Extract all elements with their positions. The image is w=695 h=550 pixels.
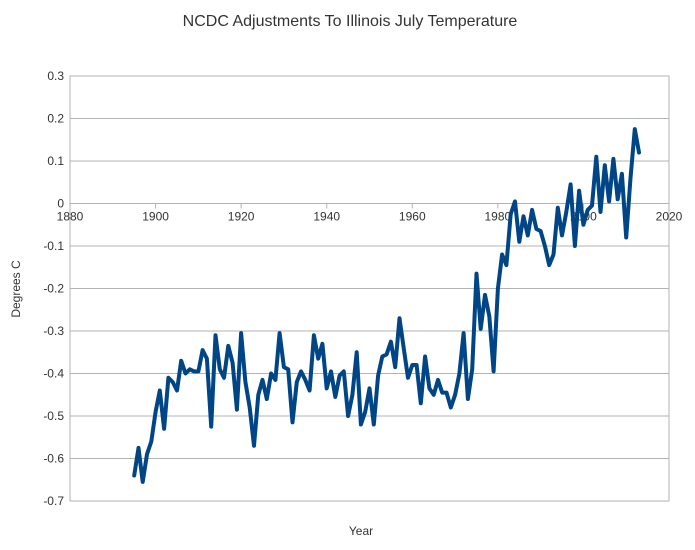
gridlines xyxy=(70,75,669,502)
y-tick-label: -0.2 xyxy=(43,282,64,296)
x-tick-label: 1940 xyxy=(313,210,340,224)
x-tick-label: 2020 xyxy=(656,210,683,224)
y-tick-label: 0 xyxy=(57,197,64,211)
x-tick-label: 1960 xyxy=(399,210,426,224)
x-tick-label: 1900 xyxy=(142,210,169,224)
y-tick-label: -0.7 xyxy=(43,494,64,508)
y-tick-label: -0.1 xyxy=(43,239,64,253)
y-tick-label: -0.5 xyxy=(43,409,64,423)
y-tick-label: 0.1 xyxy=(47,154,64,168)
x-tick-label: 1980 xyxy=(485,210,512,224)
series-line-adjustment xyxy=(132,127,641,484)
y-axis-title: Degrees C xyxy=(9,260,23,318)
y-tick-label: -0.4 xyxy=(43,367,64,381)
y-axis-ticks: 0.3 0.2 0.1 0 -0.1 -0.2 -0.3 -0.4 -0.5 -0.6 -0.7 xyxy=(43,69,64,508)
y-tick-label: 0.2 xyxy=(47,112,64,126)
plot-area-border xyxy=(69,75,670,502)
chart-title: NCDC Adjustments To Illinois July Temper… xyxy=(183,13,518,30)
x-tick-label: 1880 xyxy=(57,210,84,224)
y-tick-label: 0.3 xyxy=(47,69,64,83)
x-tick-label: 1920 xyxy=(228,210,255,224)
y-tick-label: -0.3 xyxy=(43,324,64,338)
y-tick-label: -0.6 xyxy=(43,452,64,466)
x-axis-title: Year xyxy=(349,524,373,538)
